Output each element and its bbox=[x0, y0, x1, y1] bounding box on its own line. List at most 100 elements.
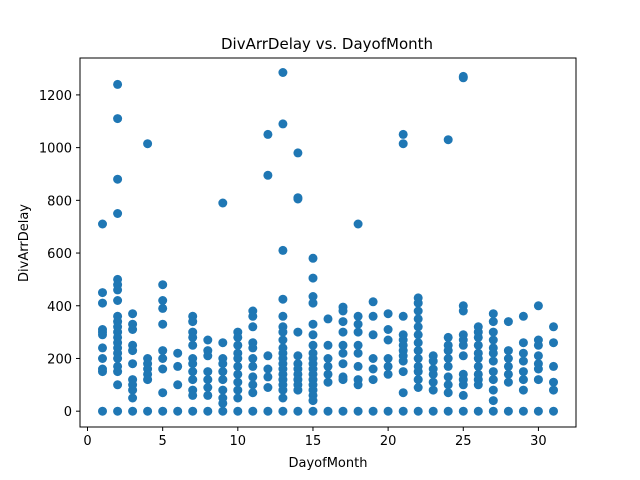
data-point bbox=[338, 306, 348, 316]
data-point bbox=[518, 338, 528, 348]
data-point bbox=[308, 273, 318, 283]
data-point bbox=[113, 79, 123, 89]
data-point bbox=[263, 406, 273, 416]
data-point bbox=[218, 338, 228, 348]
data-point bbox=[203, 335, 213, 345]
x-tick-label: 0 bbox=[83, 434, 91, 449]
data-point bbox=[98, 288, 107, 298]
x-axis-ticks: 0 5 10 15 20 25 30 bbox=[83, 427, 547, 449]
data-point bbox=[458, 390, 468, 400]
data-point bbox=[263, 351, 273, 361]
y-tick-label: 200 bbox=[47, 352, 72, 367]
data-point bbox=[549, 361, 558, 371]
data-point bbox=[549, 406, 558, 416]
x-tick-label: 30 bbox=[530, 434, 547, 449]
data-point bbox=[413, 314, 423, 324]
data-point bbox=[323, 377, 333, 387]
data-point bbox=[323, 340, 333, 350]
data-point bbox=[488, 385, 498, 395]
data-point bbox=[308, 406, 318, 416]
data-point bbox=[248, 406, 258, 416]
data-point bbox=[338, 406, 348, 416]
y-tick-label: 1000 bbox=[39, 142, 72, 157]
data-point bbox=[338, 359, 348, 369]
data-point bbox=[278, 327, 288, 337]
data-point bbox=[293, 406, 303, 416]
data-point bbox=[503, 406, 513, 416]
data-point bbox=[338, 348, 348, 358]
data-point bbox=[413, 338, 423, 348]
x-tick-label: 15 bbox=[305, 434, 322, 449]
data-point bbox=[248, 311, 258, 321]
data-point bbox=[428, 385, 438, 395]
data-point bbox=[128, 325, 138, 334]
data-point bbox=[188, 390, 198, 400]
data-point bbox=[143, 375, 153, 385]
data-point bbox=[549, 385, 558, 395]
y-axis-ticks: 0 200 400 600 800 1000 1200 bbox=[39, 89, 80, 420]
data-point bbox=[368, 311, 378, 321]
data-point bbox=[158, 296, 168, 305]
data-point bbox=[98, 354, 107, 363]
data-point bbox=[488, 375, 498, 385]
data-point bbox=[233, 406, 243, 416]
data-point bbox=[413, 406, 423, 416]
data-point bbox=[323, 361, 333, 371]
data-point bbox=[263, 383, 273, 392]
data-point bbox=[518, 375, 528, 385]
data-point bbox=[98, 219, 107, 229]
data-point bbox=[398, 139, 408, 149]
data-point bbox=[443, 406, 453, 416]
data-point bbox=[428, 406, 438, 416]
data-point bbox=[533, 301, 543, 311]
data-point bbox=[263, 129, 273, 139]
data-point bbox=[503, 354, 513, 363]
data-point bbox=[503, 346, 513, 356]
data-point bbox=[353, 348, 363, 358]
data-point bbox=[248, 380, 258, 390]
y-tick-label: 0 bbox=[64, 405, 72, 420]
data-point bbox=[383, 361, 393, 371]
data-point bbox=[473, 380, 483, 390]
data-point bbox=[128, 385, 138, 395]
data-point bbox=[338, 327, 348, 337]
data-point bbox=[233, 393, 243, 403]
data-point bbox=[383, 309, 393, 319]
data-point bbox=[383, 406, 393, 416]
data-point bbox=[549, 377, 558, 387]
data-point bbox=[398, 388, 408, 398]
data-point bbox=[218, 406, 228, 416]
data-point bbox=[428, 369, 438, 379]
data-point bbox=[533, 364, 543, 374]
data-point bbox=[353, 319, 363, 329]
data-point bbox=[488, 406, 498, 416]
data-point bbox=[233, 377, 243, 387]
y-tick-label: 1200 bbox=[39, 89, 72, 104]
data-point bbox=[413, 346, 423, 356]
data-point bbox=[458, 340, 468, 350]
data-point bbox=[338, 375, 348, 385]
data-point bbox=[158, 354, 168, 363]
data-point bbox=[218, 385, 228, 395]
data-point bbox=[308, 319, 318, 329]
data-point bbox=[233, 354, 243, 363]
data-point bbox=[458, 73, 468, 83]
data-point bbox=[308, 340, 318, 350]
data-point bbox=[518, 356, 528, 366]
data-point bbox=[398, 406, 408, 416]
data-point bbox=[413, 298, 423, 308]
data-point bbox=[413, 330, 423, 340]
data-point bbox=[488, 335, 498, 345]
data-point bbox=[233, 332, 243, 342]
data-point bbox=[518, 311, 528, 321]
data-point bbox=[128, 346, 138, 356]
data-point bbox=[248, 372, 258, 382]
data-point bbox=[308, 396, 318, 406]
data-point bbox=[293, 385, 303, 395]
data-point bbox=[368, 354, 378, 363]
data-point bbox=[218, 359, 228, 369]
data-point bbox=[398, 129, 408, 139]
data-point bbox=[113, 209, 123, 218]
data-point bbox=[293, 148, 303, 158]
data-point bbox=[533, 340, 543, 350]
